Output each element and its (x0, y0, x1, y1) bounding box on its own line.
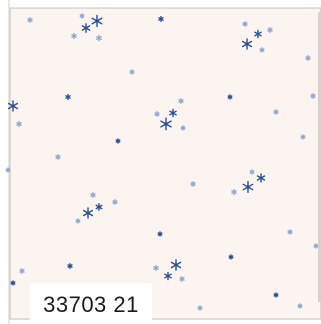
star-mark-light (180, 125, 186, 131)
star-mark-dark (273, 292, 279, 298)
star-mark-light (266, 26, 274, 34)
star-center-dot (259, 176, 263, 180)
star-mark-light (177, 97, 185, 105)
star-center-dot (95, 19, 99, 23)
star-center-dot (86, 211, 90, 215)
star-mark-light (300, 134, 306, 140)
star-mark-light (54, 153, 62, 161)
star-mark-light (18, 267, 26, 275)
star-center-dot (11, 104, 15, 108)
swatch-edge-shadow (318, 12, 321, 302)
star-pattern (5, 13, 319, 311)
star-center-dot (171, 111, 175, 115)
star-mark-light (286, 228, 294, 236)
star-center-dot (166, 274, 170, 278)
star-mark-light (249, 169, 255, 175)
fabric-background (9, 7, 321, 320)
product-code-text: 33703 21 (43, 292, 139, 317)
star-mark-light (75, 218, 81, 224)
star-mark-dark (66, 262, 74, 270)
star-mark-dark (157, 231, 163, 237)
star-mark-light (297, 303, 303, 309)
star-center-dot (84, 26, 88, 30)
star-mark-light (304, 54, 312, 62)
star-mark-light (189, 180, 197, 188)
star-mark-light (178, 275, 186, 283)
star-center-dot (245, 42, 249, 46)
star-mark-dark (227, 94, 233, 100)
star-mark-light (89, 191, 97, 199)
product-code-label: 33703 21 (30, 283, 152, 324)
star-mark-light (259, 47, 265, 53)
page-edge (8, 0, 10, 324)
star-mark-light (5, 167, 11, 173)
star-mark-dark (10, 280, 16, 286)
star-center-dot (164, 122, 168, 126)
star-mark-dark (228, 254, 234, 260)
star-center-dot (174, 263, 178, 267)
star-mark-light (111, 198, 119, 206)
star-mark-light (79, 13, 85, 19)
star-mark-light (153, 110, 161, 118)
star-mark-light (272, 108, 280, 116)
star-mark-dark (115, 138, 121, 144)
star-mark-light (241, 20, 249, 28)
star-center-dot (256, 32, 260, 36)
star-mark-light (26, 16, 34, 24)
star-mark-light (129, 69, 135, 75)
star-mark-light (197, 305, 203, 311)
star-mark-light (309, 92, 317, 100)
star-center-dot (246, 185, 250, 189)
